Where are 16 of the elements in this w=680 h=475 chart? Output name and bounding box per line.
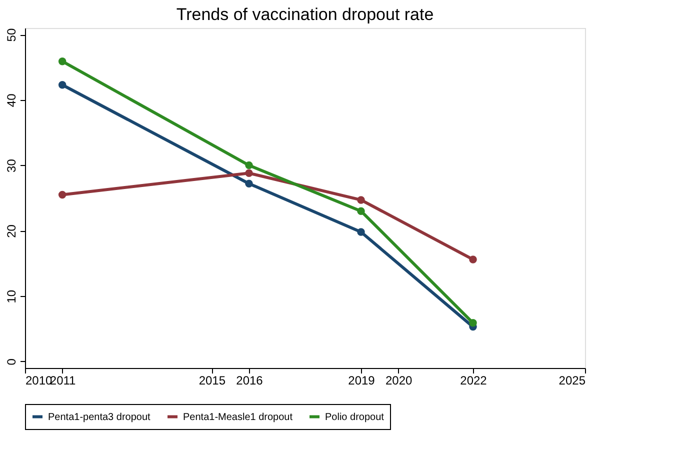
x-tick-label: 2016 bbox=[236, 374, 264, 388]
y-tick-label: 50 bbox=[4, 28, 18, 42]
x-tick-label: 2015 bbox=[198, 374, 226, 388]
y-tick-label: 30 bbox=[4, 158, 18, 172]
chart-title: Trends of vaccination dropout rate bbox=[176, 4, 434, 24]
x-tick-label: 2025 bbox=[558, 374, 586, 388]
y-tick-label: 20 bbox=[4, 224, 18, 238]
y-tick-label: 0 bbox=[4, 358, 18, 366]
legend-label: Penta1-Measle1 dropout bbox=[183, 412, 293, 423]
y-tick-label: 10 bbox=[4, 290, 18, 304]
x-tick-label: 2020 bbox=[385, 374, 413, 388]
y-tick-label: 40 bbox=[4, 93, 18, 108]
x-tick-label: 2019 bbox=[348, 374, 376, 388]
legend-label: Polio dropout bbox=[325, 412, 384, 423]
legend-label: Penta1-penta3 dropout bbox=[48, 412, 151, 423]
x-tick-label: 2022 bbox=[460, 374, 488, 388]
